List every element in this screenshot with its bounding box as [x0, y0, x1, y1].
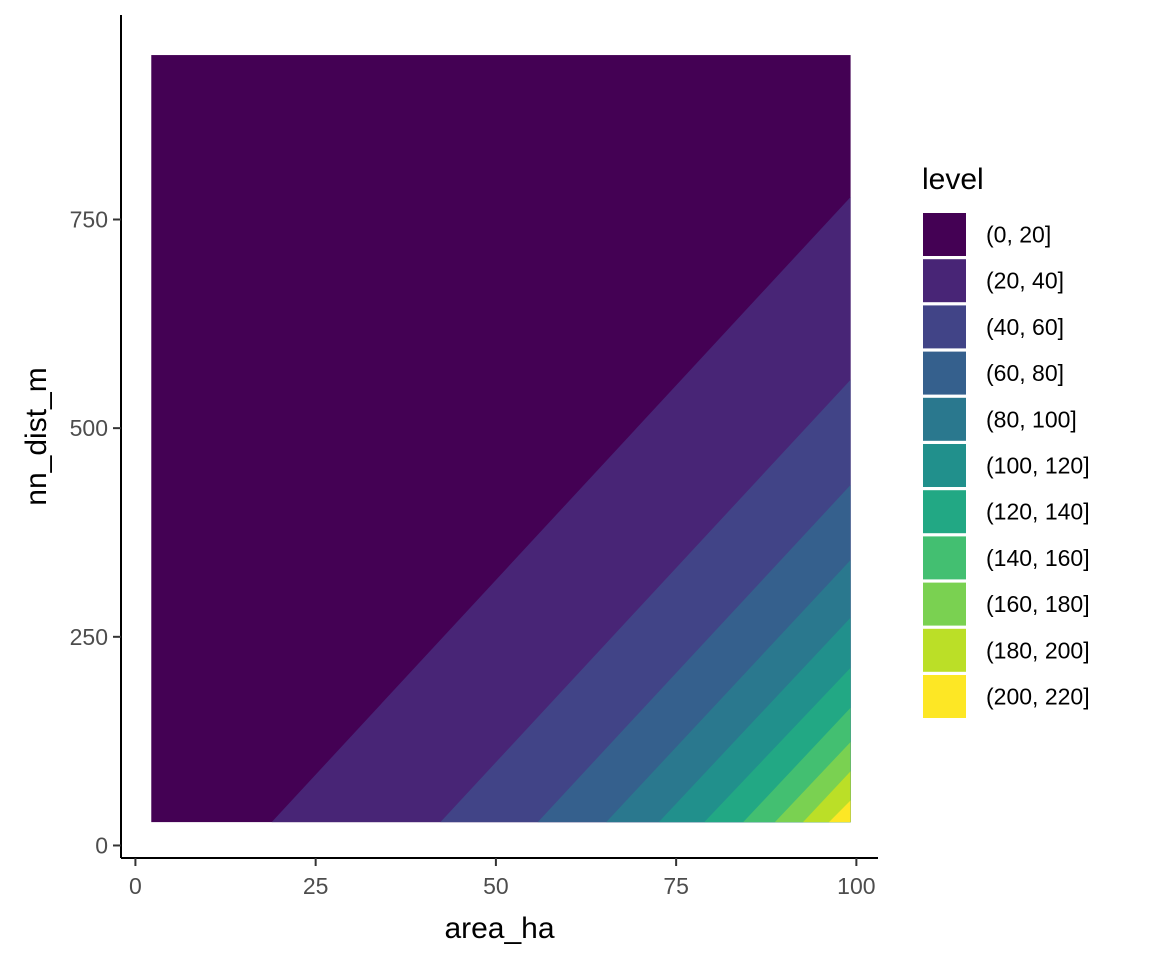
- legend-label: (160, 180]: [986, 591, 1090, 617]
- legend-key: [923, 397, 966, 441]
- y-axis-ticks: 0 250 500 750: [70, 206, 121, 858]
- legend-key: [923, 213, 966, 256]
- x-tick-label: 100: [837, 873, 875, 899]
- x-axis-title: area_ha: [444, 912, 554, 945]
- x-tick-label: 25: [303, 873, 329, 899]
- legend-label: (0, 20]: [986, 222, 1051, 248]
- contour-band-10: [803, 771, 851, 823]
- legend-label: (60, 80]: [986, 360, 1064, 386]
- axes: 0 25 50 75 100 0 250 500 750: [70, 15, 878, 899]
- legend-label: (20, 40]: [986, 268, 1064, 294]
- y-tick-label: 0: [95, 832, 108, 858]
- legend: level (0, 20] (20, 40] (40, 60] (60, 80] (80…: [922, 163, 1090, 718]
- y-tick-label: 750: [70, 206, 108, 232]
- legend-key: [923, 675, 966, 718]
- legend-key: [923, 582, 966, 626]
- legend-label: (80, 100]: [986, 406, 1077, 432]
- legend-title: level: [922, 163, 984, 196]
- x-tick-label: 0: [129, 873, 142, 899]
- contour-band-11: [828, 800, 851, 823]
- y-axis-title: nn_dist_m: [20, 367, 53, 505]
- legend-items: (0, 20] (20, 40] (40, 60] (60, 80] (80, 100]…: [923, 213, 1090, 718]
- x-axis-ticks: 0 25 50 75 100: [129, 858, 876, 899]
- legend-label: (120, 140]: [986, 499, 1090, 525]
- legend-key: [923, 628, 966, 672]
- legend-label: (100, 120]: [986, 453, 1090, 479]
- x-tick-label: 50: [483, 873, 509, 899]
- x-tick-label: 75: [663, 873, 689, 899]
- y-tick-label: 500: [70, 415, 108, 441]
- plot-fill-layer: [151, 55, 851, 823]
- legend-key: [923, 259, 966, 303]
- legend-key: [923, 536, 966, 580]
- legend-key: [923, 444, 966, 487]
- y-tick-label: 250: [70, 624, 108, 650]
- legend-key: [923, 305, 966, 349]
- legend-key: [923, 351, 966, 395]
- legend-key: [923, 490, 966, 534]
- legend-label: (140, 160]: [986, 545, 1090, 571]
- legend-label: (200, 220]: [986, 684, 1090, 710]
- legend-label: (40, 60]: [986, 314, 1064, 340]
- legend-label: (180, 200]: [986, 637, 1090, 663]
